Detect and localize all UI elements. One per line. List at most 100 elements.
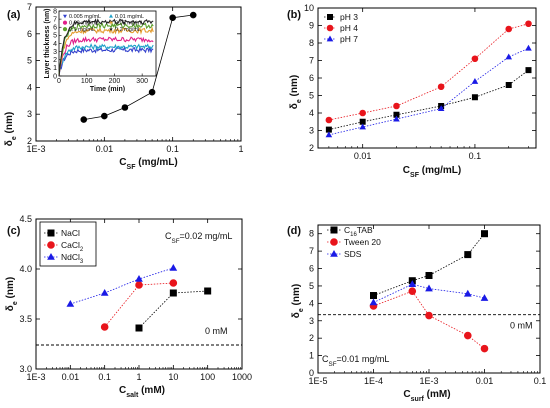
a-inset-trace-4 [58,22,154,75]
c-xlabel-main: C [119,385,126,396]
a-ylabel-sub: e [11,136,18,140]
c-xtick-label: 10 [168,372,178,382]
b-series-0-point [325,126,332,133]
c-series-2-point [66,299,75,307]
d-xlabel: Csurf (mM) [403,389,450,403]
c-legend-label-main: NaCl [61,228,80,238]
a-inset-legend-label: 0.02 mg/mL [69,21,98,27]
b-legend-label: pH 7 [340,34,358,44]
a-xlabel-main: C [119,157,126,168]
d-series-2-point [369,298,378,306]
a-xtick-label: 1 [238,144,243,154]
c-ytick-label: 3.0 [19,364,32,374]
c-series-1-point [100,323,109,331]
d-ylabel-main: δ [291,312,302,318]
b-xlabel-main: C [403,165,410,176]
a-inset-xtick-label: 300 [136,78,148,85]
b-series-1-point [525,20,532,28]
d-legend-label-tail: TAB [357,225,373,235]
c-xtick-label: 0.01 [62,372,80,382]
d-ylabel-tail: (nm) [291,284,302,308]
b-series-1-line [328,23,529,121]
d-ytick-label: 1 [309,351,314,361]
b-series-1-point [437,83,445,91]
a-inset-trace-3 [58,26,154,76]
b-ylabel: δe (nm) [289,75,303,109]
d-ytick-label: 4 [309,298,314,308]
c-xlabel-sub: salt [126,392,139,399]
d-ytick-label: 6 [309,264,314,274]
a-ytick-label: 6 [27,29,32,39]
d-series-0-point [425,271,433,279]
d-series-0-line [373,233,485,296]
a-ylabel-main: δ [4,140,15,146]
c-reference-label: 0 mM [205,326,228,336]
c-ytick-label: 4.5 [19,214,32,224]
b-legend-marker [326,35,334,42]
c-legend-label-main: NdCl [61,252,80,262]
a-inset-ytick-label: 4 [53,41,57,48]
a-inset-legend-marker [109,20,113,25]
b-ytick-label: 6 [309,73,314,83]
b-series-2-point [359,123,366,130]
a-inset-legend-marker [109,14,113,18]
d-legend-label-sub: 16 [350,232,357,238]
b-xlabel-tail: (mg/mL) [419,165,461,176]
b-legend-label: pH 4 [340,23,358,33]
d-annotation: CSF=0.01 mg/mL [322,354,389,368]
c-ytick-label: 3.5 [19,314,32,324]
a-series-0-point [101,112,108,120]
b-ytick-label: 8 [309,38,314,48]
d-legend-label: C16TAB [344,225,373,238]
b-ytick-label: 10 [304,3,314,13]
a-inset-trace-2 [58,36,154,77]
a-ytick-label: 2 [27,136,32,146]
a-series-0-point [148,88,156,96]
c-legend-marker [47,241,55,249]
b-series-2-point [393,115,400,122]
b-series-0-point [393,111,400,118]
d-legend-label: SDS [344,249,362,259]
b-series-2-point [471,78,479,84]
a-xlabel: CSF (mg/mL) [119,157,177,171]
c-series-1-line [104,282,174,328]
c-series-2-point [135,274,143,282]
b-xlabel: CSF (mg/mL) [403,165,461,179]
a-xtick-label: 0.01 [96,144,114,154]
b-ytick-label: 2 [309,143,314,153]
b-ytick-label: 4 [309,108,314,118]
c-series-0-point [204,287,212,295]
a-inset-legend-label: 0.05 mg/mL [115,21,144,27]
a-inset-xtick-label: 100 [81,78,93,85]
b-series-1-point [471,55,479,63]
c-xtick-label: 1E-3 [26,372,45,382]
d-legend-label-main: C [344,225,350,235]
d-series-1-point [480,344,489,353]
d-xtick-label: 1E-4 [364,376,383,386]
a-inset-ytick-label: 0 [53,73,57,80]
d-series-1-point [408,287,417,295]
c-series-0-point [169,289,177,297]
c-annotation-main: C [165,231,172,241]
c-annotation: CSF=0.02 mg/mL [165,231,232,245]
a-inset-legend-label: 0.005 mg/mL [69,14,101,20]
panel-d: 1E-5 1E-4 1E-3 0.01 0.1 0 1 2 3 4 5 6 7 8 0 mM (d) Csurf… [287,224,546,403]
b-series-0-point [525,67,532,74]
c-ylabel: δe (nm) [5,277,19,311]
d-series-2-point [408,280,417,287]
a-ytick-label: 3 [27,109,32,119]
c-series-2-point [100,288,109,296]
c-xtick-label: 0.1 [98,372,111,382]
a-inset-legend-marker [109,27,113,31]
b-xtick-label: 0.1 [469,151,482,161]
b-ylabel-tail: (nm) [289,75,300,99]
c-ylabel-main: δ [5,305,16,311]
c-legend-marker [47,229,55,237]
c-xtick-label: 100 [200,372,215,382]
b-series-2-point [437,105,445,112]
a-xtick-label: 0.1 [166,144,179,154]
a-inset-ytick-label: 1 [53,65,57,72]
b-legend-label: pH 3 [340,12,358,22]
c-legend-label: NaCl [61,228,80,238]
